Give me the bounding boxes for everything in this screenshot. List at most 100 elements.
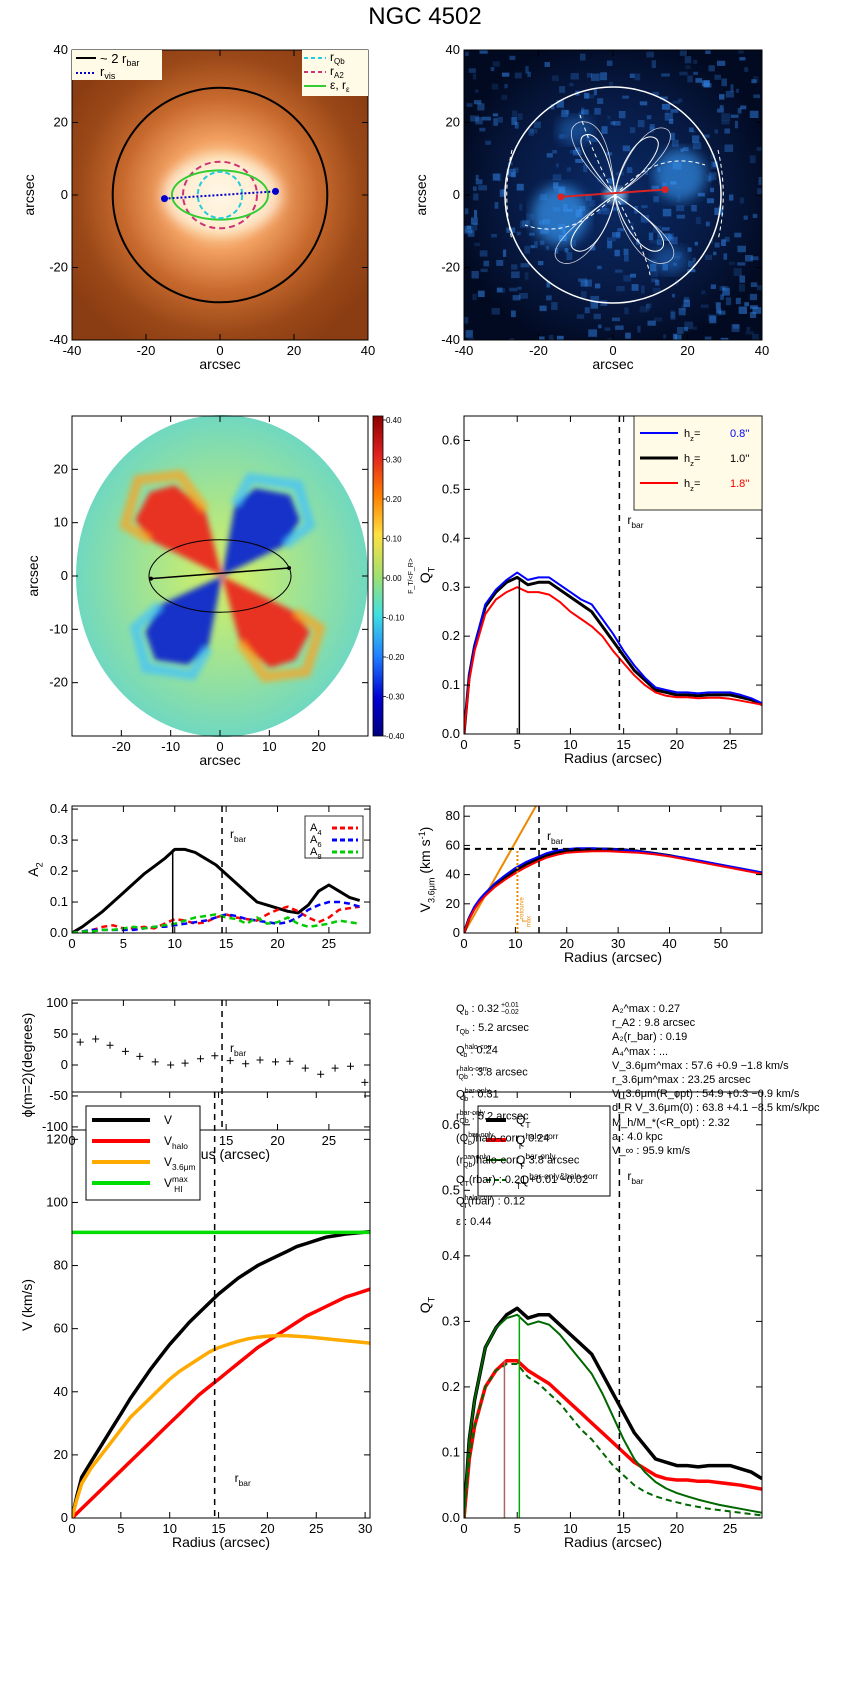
noise-speckle [467,338,475,340]
noise-speckle [648,232,654,241]
noise-speckle [735,297,741,305]
noise-speckle [622,95,629,99]
noise-speckle [729,261,736,265]
noise-speckle [589,200,596,207]
noise-speckle [750,312,757,318]
x-axis-label: Radius (arcsec) [172,1534,270,1550]
noise-speckle [678,98,683,103]
noise-speckle [556,335,564,340]
noise-speckle [581,109,589,115]
noise-speckle [710,284,716,289]
noise-speckle [491,233,497,238]
noise-speckle [640,215,649,223]
y-axis-label: QT [417,1296,437,1313]
noise-speckle [580,53,586,61]
phase-point [271,1058,279,1066]
y-tick-label: 0.4 [442,530,460,545]
noise-speckle [653,196,659,203]
x-tick-label: 0 [460,1521,467,1536]
noise-speckle [601,208,610,215]
stats-line: QT(rbar) : 0.21 +0.01 −0.02 [456,1174,589,1189]
noise-speckle [731,324,740,332]
legend-label: hz= [684,428,700,443]
stats-line: rQb : 5.2 arcsec [456,1022,529,1037]
noise-speckle [509,287,518,292]
y-axis-label: arcsec [21,174,37,215]
noise-speckle [598,324,602,329]
x-tick-label: 30 [358,1521,372,1536]
noise-speckle [559,86,566,93]
circle-2rbar [111,86,329,304]
noise-speckle [649,126,654,133]
x-axis-label: arcsec [592,356,633,372]
y-tick-label: 0 [453,187,460,202]
cyan-halo-lower-left [129,601,213,681]
x-tick-label: 40 [662,936,676,951]
noise-speckle [491,83,499,90]
colorbar-tick-label: 0.10 [386,535,402,544]
legend-value: 1.0'' [730,453,750,465]
stats-line: r_3.6μm^max : 23.25 arcsec [612,1074,751,1087]
x-tick-label: 25 [723,1521,737,1536]
y-tick-label: 0 [61,1510,68,1525]
colorbar-tick-label: -0.40 [386,732,405,741]
noise-speckle [678,308,686,316]
noise-speckle [516,183,524,191]
noise-speckle [705,50,711,54]
noise-speckle [607,178,615,185]
noise-speckle [626,167,633,173]
noise-speckle [738,50,744,54]
noise-speckle [714,74,722,80]
noise-speckle [720,294,724,300]
noise-speckle [526,213,534,221]
noise-speckle [525,66,529,74]
noise-speckle [749,155,756,164]
noise-speckle [494,202,499,209]
noise-speckle [713,251,717,256]
y-tick-label: 0.1 [442,677,460,692]
phase-point [211,1052,219,1060]
rotation-series-line-1 [464,847,762,933]
noise-speckle [681,304,686,311]
noise-speckle [716,309,722,316]
ellipse-ra2 [182,160,258,230]
noise-speckle [490,67,495,72]
x-tick-label: 10 [508,936,522,951]
plot-frame [71,805,371,934]
y-tick-label: 20 [446,115,460,130]
noise-speckle [714,207,724,215]
fourier-series-line-0 [72,847,361,933]
x-tick-label: 20 [260,1521,274,1536]
noise-speckle [662,208,672,217]
x-tick-label: 20 [311,739,325,754]
noise-speckle [676,214,685,219]
legend-label: A4 [310,822,322,837]
y-tick-label: 50 [54,1026,68,1041]
phase-point [151,1058,159,1066]
noise-speckle [618,111,626,119]
bar-endpoint [287,566,292,570]
y-tick-label: -10 [49,621,68,636]
noise-speckle [722,287,730,296]
qt-series-line-0 [464,575,762,734]
circle-2rbar [504,86,722,304]
noise-speckle [705,254,713,260]
noise-speckle [540,240,545,245]
x-tick-label: 10 [563,1521,577,1536]
noise-speckle [752,307,762,314]
y-tick-label: 0.4 [50,801,68,816]
noise-speckle [527,71,531,78]
colorbar [372,415,384,737]
y-axis-label: A2 [25,862,45,876]
phase-point [256,1056,264,1064]
y-tick-label: 100 [46,995,68,1010]
legend-label: V3.6μm [164,1155,195,1172]
noise-speckle [687,75,693,83]
noise-speckle [656,238,662,245]
noise-speckle [512,110,518,117]
contour-dashed [506,114,724,276]
noise-speckle [599,203,608,212]
noise-speckle [738,284,745,292]
velocity-series-line-0 [72,1230,370,1518]
noise-speckle [629,229,635,236]
